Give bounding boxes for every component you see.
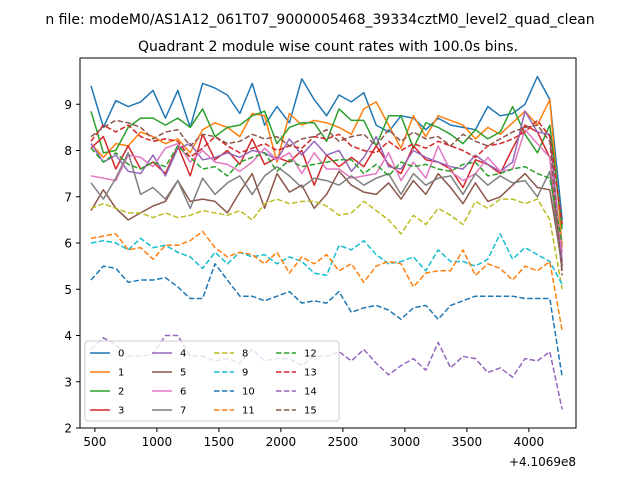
series-line-11: [90, 230, 563, 332]
series-line-8: [90, 198, 563, 290]
series-line-4: [90, 110, 563, 262]
y-tick-label: 2: [64, 422, 72, 436]
legend-label-3: 3: [118, 406, 124, 417]
legend-label-9: 9: [242, 368, 248, 379]
legend-label-15: 15: [304, 406, 317, 417]
series-line-1: [90, 98, 563, 248]
legend-box: [84, 340, 340, 422]
series-line-0: [90, 75, 563, 220]
y-tick-label: 8: [64, 144, 72, 158]
x-tick-label: 500: [83, 435, 106, 449]
y-tick-label: 7: [64, 190, 72, 204]
legend-label-8: 8: [242, 349, 248, 360]
y-tick-label: 5: [64, 283, 72, 297]
series-line-5: [90, 170, 563, 267]
series-line-2: [90, 105, 563, 230]
legend-label-2: 2: [118, 387, 124, 398]
legend-label-0: 0: [118, 349, 124, 360]
series-line-7: [90, 152, 563, 271]
chart-title: Quadrant 2 module wise count rates with …: [138, 39, 518, 55]
series-line-12: [90, 145, 563, 244]
legend-label-14: 14: [304, 387, 317, 398]
y-tick-label: 3: [64, 375, 72, 389]
legend-label-10: 10: [242, 387, 255, 398]
legend-label-7: 7: [180, 406, 186, 417]
series-line-10: [90, 263, 563, 378]
x-tick-label: 1000: [142, 435, 173, 449]
x-tick-label: 3500: [452, 435, 483, 449]
x-tick-label: 2000: [266, 435, 297, 449]
series-line-9: [90, 233, 563, 285]
legend-label-6: 6: [180, 387, 186, 398]
x-tick-label: 1500: [204, 435, 235, 449]
legend-label-12: 12: [304, 349, 317, 360]
series-line-6: [90, 128, 563, 253]
legend-label-13: 13: [304, 368, 317, 379]
y-tick-label: 9: [64, 98, 72, 112]
series-line-13: [90, 119, 563, 225]
y-tick-label: 4: [64, 329, 72, 343]
legend-label-4: 4: [180, 349, 186, 360]
x-axis: 500 1000 1500 2000 2500 3000 3500 4000: [83, 428, 544, 449]
figure-suptitle: n file: modeM0/AS1A12_061T07_9000005468_…: [45, 12, 594, 28]
x-tick-label: 2500: [328, 435, 359, 449]
series-layer: [90, 75, 563, 410]
y-tick-label: 6: [64, 237, 72, 251]
x-tick-label: 4000: [514, 435, 545, 449]
legend-label-11: 11: [242, 406, 255, 417]
legend-label-1: 1: [118, 368, 124, 379]
y-axis: 2 3 4 5 6 7 8 9: [64, 98, 80, 436]
x-offset-label: +4.1069e8: [509, 455, 576, 469]
x-tick-label: 3000: [390, 435, 421, 449]
legend-label-5: 5: [180, 368, 186, 379]
series-line-15: [90, 119, 563, 276]
